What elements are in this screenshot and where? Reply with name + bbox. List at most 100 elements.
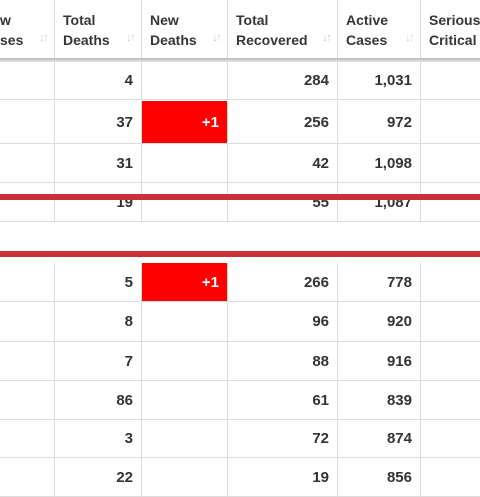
total-deaths-cell: 8 [55,302,142,342]
total-deaths-cell: 37 [55,101,142,144]
cell-value: 874 [386,430,412,447]
sort-arrows-icon[interactable]: ↓↑ [126,30,136,44]
table-row: 86 61 839 [0,381,480,420]
new-deaths-cell: +1 [142,263,228,302]
cell-value: 88 [312,353,329,370]
cell-value: 8 [124,313,133,330]
total-recovered-cell: 96 [228,302,338,342]
total-recovered-cell: 42 [228,144,338,183]
new-deaths-cell [142,183,228,222]
cell-value: 1,098 [374,155,412,172]
serious-critical-cell [421,420,480,458]
cell-value: 37 [116,114,133,131]
table-row: 22 19 856 [0,458,480,497]
sort-arrows-icon[interactable]: ↓↑ [405,30,415,44]
new-cases-cell [0,144,55,183]
column-header-total-recovered[interactable]: Total Recovered ↓↑ [228,0,338,58]
cell-value: 31 [116,155,133,172]
active-cases-cell: 972 [338,101,421,144]
header-line2: Recovered [236,32,308,48]
cell-value: 7 [124,353,133,370]
cell-value: 42 [312,155,329,172]
cell-value: 22 [116,469,133,486]
sort-arrows-icon[interactable]: ↓↑ [39,30,49,44]
serious-critical-cell [421,101,480,144]
cell-value: +1 [201,114,219,131]
total-deaths-cell: 7 [55,342,142,381]
total-recovered-cell: 88 [228,342,338,381]
table-row: 7 88 916 [0,342,480,381]
active-cases-cell: 1,098 [338,144,421,183]
column-header-total-deaths[interactable]: Total Deaths ↓↑ [55,0,142,58]
serious-critical-cell [421,458,480,497]
table-row: 31 42 1,098 [0,144,480,183]
new-cases-cell [0,183,55,222]
active-cases-cell: 778 [338,263,421,302]
serious-critical-cell [421,342,480,381]
cell-value: 920 [386,313,412,330]
cell-value: 256 [303,114,329,131]
new-deaths-cell: +1 [142,101,228,144]
new-cases-cell [0,62,55,100]
new-cases-cell [0,101,55,144]
active-cases-cell: 916 [338,342,421,381]
cell-value: 72 [312,430,329,447]
total-recovered-cell: 61 [228,381,338,420]
active-cases-cell: 1,031 [338,62,421,100]
sort-arrows-icon[interactable]: ↓↑ [212,30,222,44]
total-recovered-cell: 55 [228,183,338,222]
total-recovered-cell: 284 [228,62,338,100]
header-line2: ses [0,32,24,48]
serious-critical-cell [421,302,480,342]
active-cases-cell: 920 [338,302,421,342]
column-header-serious-critical[interactable]: Serious Critical [421,0,480,58]
cell-value: 1,031 [374,72,412,89]
total-deaths-cell: 86 [55,381,142,420]
header-line2: Deaths [63,32,110,48]
new-cases-cell [0,342,55,381]
cell-value: 284 [303,72,329,89]
column-header-active-cases[interactable]: Active Cases ↓↑ [338,0,421,58]
active-cases-cell: 839 [338,381,421,420]
table-row: 4 284 1,031 [0,62,480,100]
total-deaths-cell: 4 [55,62,142,100]
active-cases-cell: 874 [338,420,421,458]
serious-critical-cell [421,144,480,183]
header-line2: Cases [346,32,388,48]
new-cases-cell [0,302,55,342]
header-line1: New [150,12,179,28]
serious-critical-cell [421,263,480,302]
header-line1: Active [346,12,389,28]
new-deaths-cell [142,342,228,381]
new-cases-cell [0,263,55,302]
total-deaths-cell: 3 [55,420,142,458]
column-header-new-cases[interactable]: w ses ↓↑ [0,0,55,58]
cell-value: 839 [386,392,412,409]
header-line1: Total [236,12,269,28]
new-deaths-cell [142,62,228,100]
cell-value: 96 [312,313,329,330]
new-deaths-cell [142,144,228,183]
cell-value: 4 [124,72,133,89]
cell-value: 916 [386,353,412,370]
total-deaths-cell: 5 [55,263,142,302]
cell-value: 266 [303,274,329,291]
active-cases-cell: 856 [338,458,421,497]
row-highlight-bottom-bar [0,251,480,257]
table-row: 3 72 874 [0,420,480,458]
new-deaths-cell [142,420,228,458]
cell-value: 5 [124,274,133,291]
total-recovered-cell: 19 [228,458,338,497]
new-deaths-cell [142,302,228,342]
column-header-new-deaths[interactable]: New Deaths ↓↑ [142,0,228,58]
header-line2: Critical [429,32,477,48]
new-cases-cell [0,458,55,497]
header-line1: w [0,12,11,28]
sort-arrows-icon[interactable]: ↓↑ [322,30,332,44]
new-cases-cell [0,420,55,458]
cell-value: 778 [386,274,412,291]
serious-critical-cell [421,183,480,222]
cell-value: 3 [124,430,133,447]
header-line1: Total [63,12,96,28]
